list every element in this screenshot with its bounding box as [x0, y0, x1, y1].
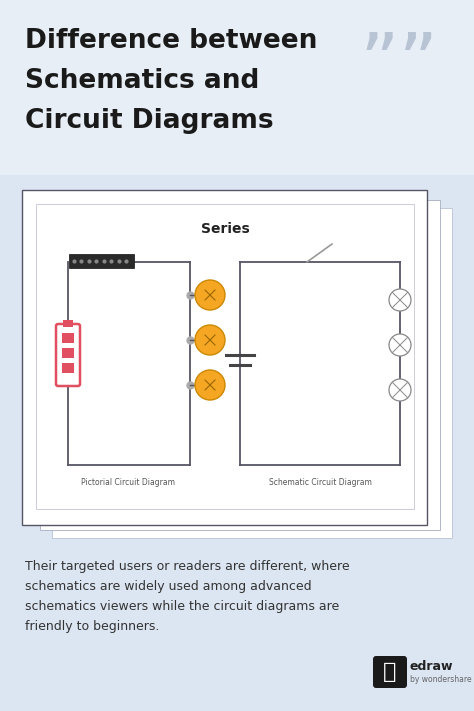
Text: Circuit Diagrams: Circuit Diagrams [25, 108, 273, 134]
Bar [62, 333, 74, 343]
Bar [62, 363, 74, 373]
Circle shape [195, 280, 225, 310]
Text: Their targeted users or readers are different, where
schematics are widely used : Their targeted users or readers are diff… [25, 560, 350, 633]
Text: ””: ”” [360, 30, 439, 104]
FancyBboxPatch shape [22, 190, 427, 525]
FancyBboxPatch shape [56, 324, 80, 386]
Circle shape [389, 379, 411, 401]
FancyBboxPatch shape [373, 656, 407, 688]
Text: Schematics and: Schematics and [25, 68, 259, 94]
Text: ᗒ: ᗒ [383, 662, 397, 682]
Bar [63, 320, 73, 327]
Bar [62, 348, 74, 358]
Text: Series: Series [201, 222, 249, 236]
FancyBboxPatch shape [40, 200, 440, 530]
Text: by wondershare: by wondershare [410, 675, 472, 683]
FancyBboxPatch shape [52, 208, 452, 538]
Text: edraw: edraw [410, 661, 454, 673]
FancyBboxPatch shape [36, 204, 414, 509]
Circle shape [389, 334, 411, 356]
Circle shape [195, 370, 225, 400]
Circle shape [389, 289, 411, 311]
Text: Schematic Circuit Diagram: Schematic Circuit Diagram [269, 478, 372, 487]
Text: Difference between: Difference between [25, 28, 318, 54]
Text: Pictorial Circuit Diagram: Pictorial Circuit Diagram [81, 478, 175, 487]
Bar [0, 0, 474, 175]
Circle shape [195, 325, 225, 355]
FancyBboxPatch shape [69, 254, 134, 268]
